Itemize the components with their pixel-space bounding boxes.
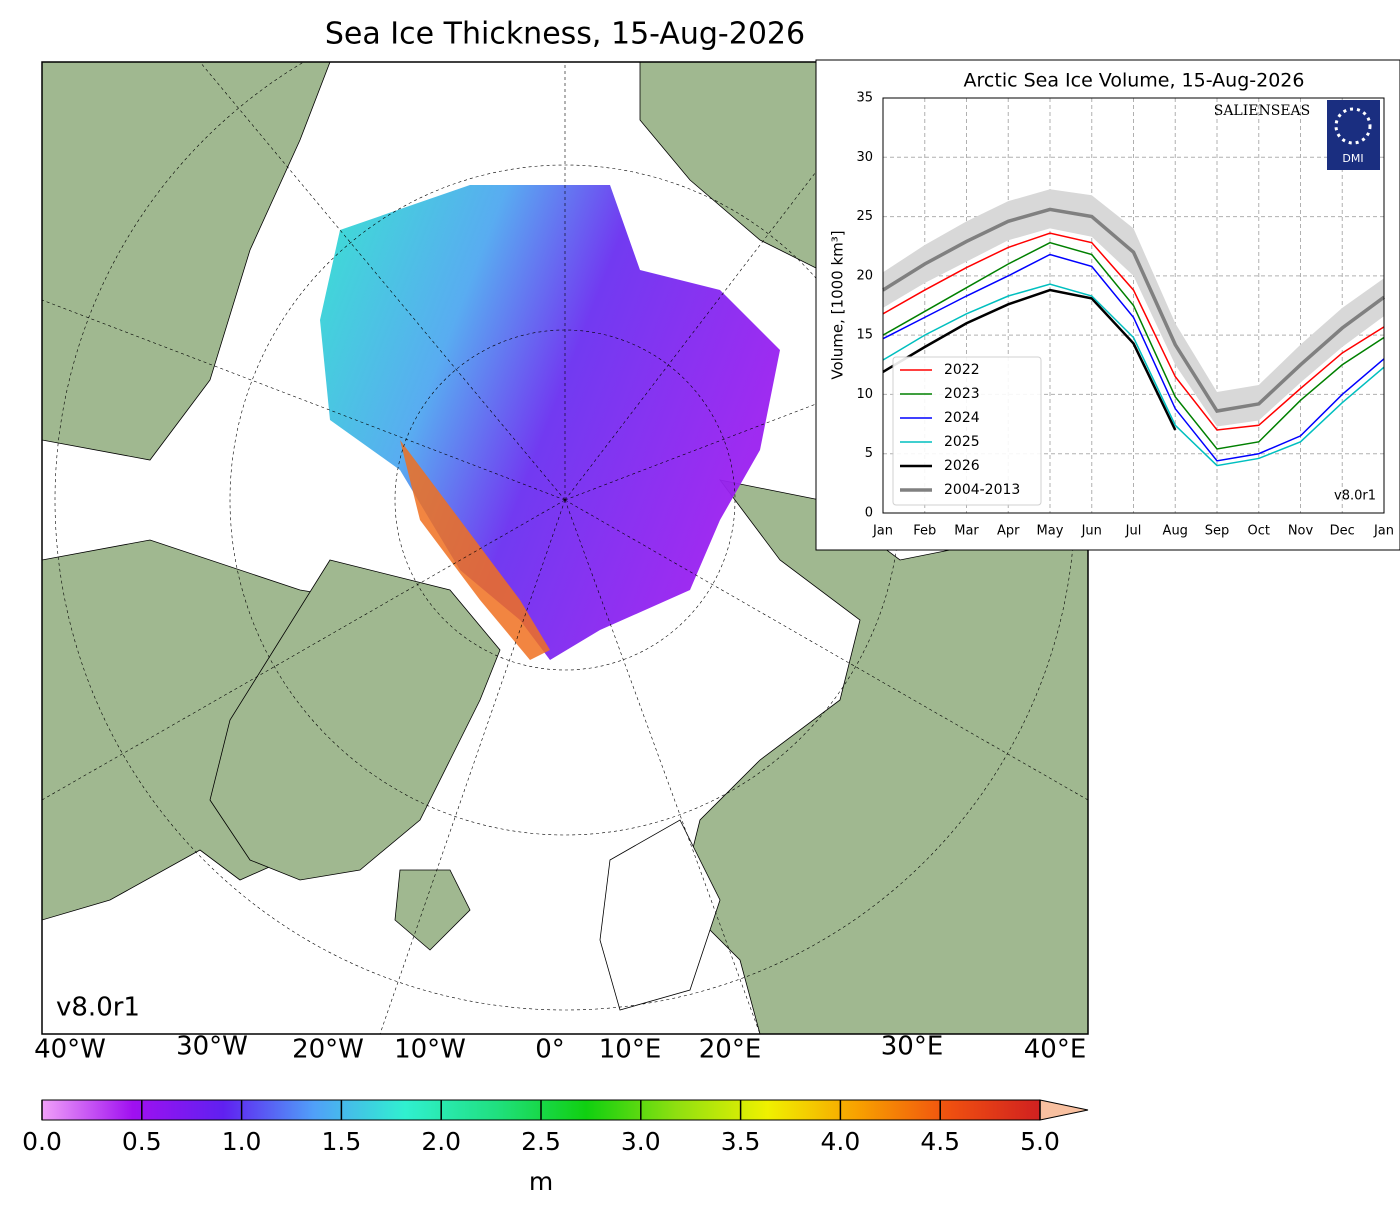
x-tick-label: Jun	[1081, 524, 1102, 539]
x-tick-label: Mar	[954, 524, 979, 539]
inset-title: Arctic Sea Ice Volume, 15-Aug-2026	[964, 70, 1305, 92]
lon-label: 40°W	[34, 1035, 106, 1065]
map-version: v8.0r1	[56, 993, 140, 1023]
series-line	[882, 241, 1385, 450]
colorbar-extend	[1039, 1099, 1089, 1121]
x-tick-label: Apr	[997, 524, 1020, 539]
inset-chart: Arctic Sea Ice Volume, 15-Aug-2026 Volume…	[815, 59, 1400, 551]
colorbar-tick-label: 2.5	[521, 1127, 561, 1156]
colorbar: 0.0 0.5 1.0 1.5 2.0 2.5 3.0 3.5 4.0 4.5 5.0 m	[22, 1099, 1089, 1196]
x-tick-label: Sep	[1205, 524, 1230, 539]
map-title: Sea Ice Thickness, 15-Aug-2026	[325, 17, 805, 52]
y-tick-label: 15	[856, 328, 873, 343]
lon-label: 10°W	[394, 1035, 466, 1065]
series-line	[882, 207, 1386, 413]
lon-label: 30°E	[881, 1032, 944, 1062]
x-tick-label: Feb	[913, 524, 936, 539]
colorbar-label: m	[529, 1167, 553, 1196]
y-tick-label: 5	[865, 446, 873, 461]
colorbar-tick-label: 4.5	[920, 1127, 960, 1156]
colorbar-tick-label: 4.0	[821, 1127, 861, 1156]
colorbar-tick-label: 1.5	[322, 1127, 362, 1156]
y-tick-label: 25	[856, 209, 873, 224]
lon-label: 10°E	[599, 1035, 662, 1065]
x-tick-label: Jul	[1125, 524, 1142, 539]
colorbar-tick-label: 1.0	[222, 1127, 262, 1156]
inset-version: v8.0r1	[1334, 489, 1376, 504]
series-line	[882, 288, 1177, 431]
y-tick-label: 0	[865, 506, 873, 521]
x-tick-label: Jan	[1373, 524, 1394, 539]
legend-label: 2025	[944, 434, 980, 450]
series-line	[882, 253, 1385, 462]
legend-label: 2026	[944, 458, 980, 474]
x-tick-label: Nov	[1288, 524, 1314, 539]
range-band	[883, 189, 1384, 427]
plot-frame	[882, 97, 1385, 514]
colorbar-tick-label: 0.5	[122, 1127, 162, 1156]
y-tick-label: 10	[856, 387, 873, 402]
lon-label: 20°W	[292, 1035, 364, 1065]
y-tick-label: 20	[856, 268, 873, 283]
x-tick-label: Aug	[1163, 524, 1188, 539]
longitude-labels: 40°W 30°W 20°W 10°W 0° 10°E 20°E 30°E 40°E	[34, 1032, 1086, 1065]
colorbar-tick-label: 2.0	[421, 1127, 461, 1156]
lon-label: 20°E	[699, 1035, 762, 1065]
x-tick-label: Jan	[872, 524, 893, 539]
lon-label: 0°	[535, 1035, 565, 1065]
legend-label: 2024	[944, 410, 980, 426]
colorbar-tick-label: 3.0	[621, 1127, 661, 1156]
logo-dmi-emblem	[1334, 107, 1372, 145]
logo-dmi: DMI	[1342, 152, 1363, 165]
colorbar-tick-label: 5.0	[1020, 1127, 1060, 1156]
legend-label: 2004-2013	[944, 482, 1020, 498]
y-tick-label: 35	[856, 91, 873, 106]
y-tick-label: 30	[856, 150, 873, 165]
y-axis-label: Volume, [1000 km³]	[829, 230, 847, 379]
colorbar-tick-label: 3.5	[721, 1127, 761, 1156]
colorbar-tick-label: 0.0	[22, 1127, 62, 1156]
x-tick-label: Dec	[1330, 524, 1355, 539]
lon-label: 30°W	[176, 1032, 248, 1062]
series-line	[882, 283, 1385, 467]
x-tick-label: May	[1037, 524, 1064, 539]
x-tick-label: Oct	[1248, 524, 1270, 539]
logo-salienseas: SALIENSEAS	[1214, 103, 1311, 119]
series-line	[882, 232, 1385, 431]
legend-label: 2022	[944, 362, 980, 378]
lon-label: 40°E	[1024, 1035, 1087, 1065]
legend-label: 2023	[944, 386, 980, 402]
logo-dmi-box	[1327, 100, 1380, 170]
